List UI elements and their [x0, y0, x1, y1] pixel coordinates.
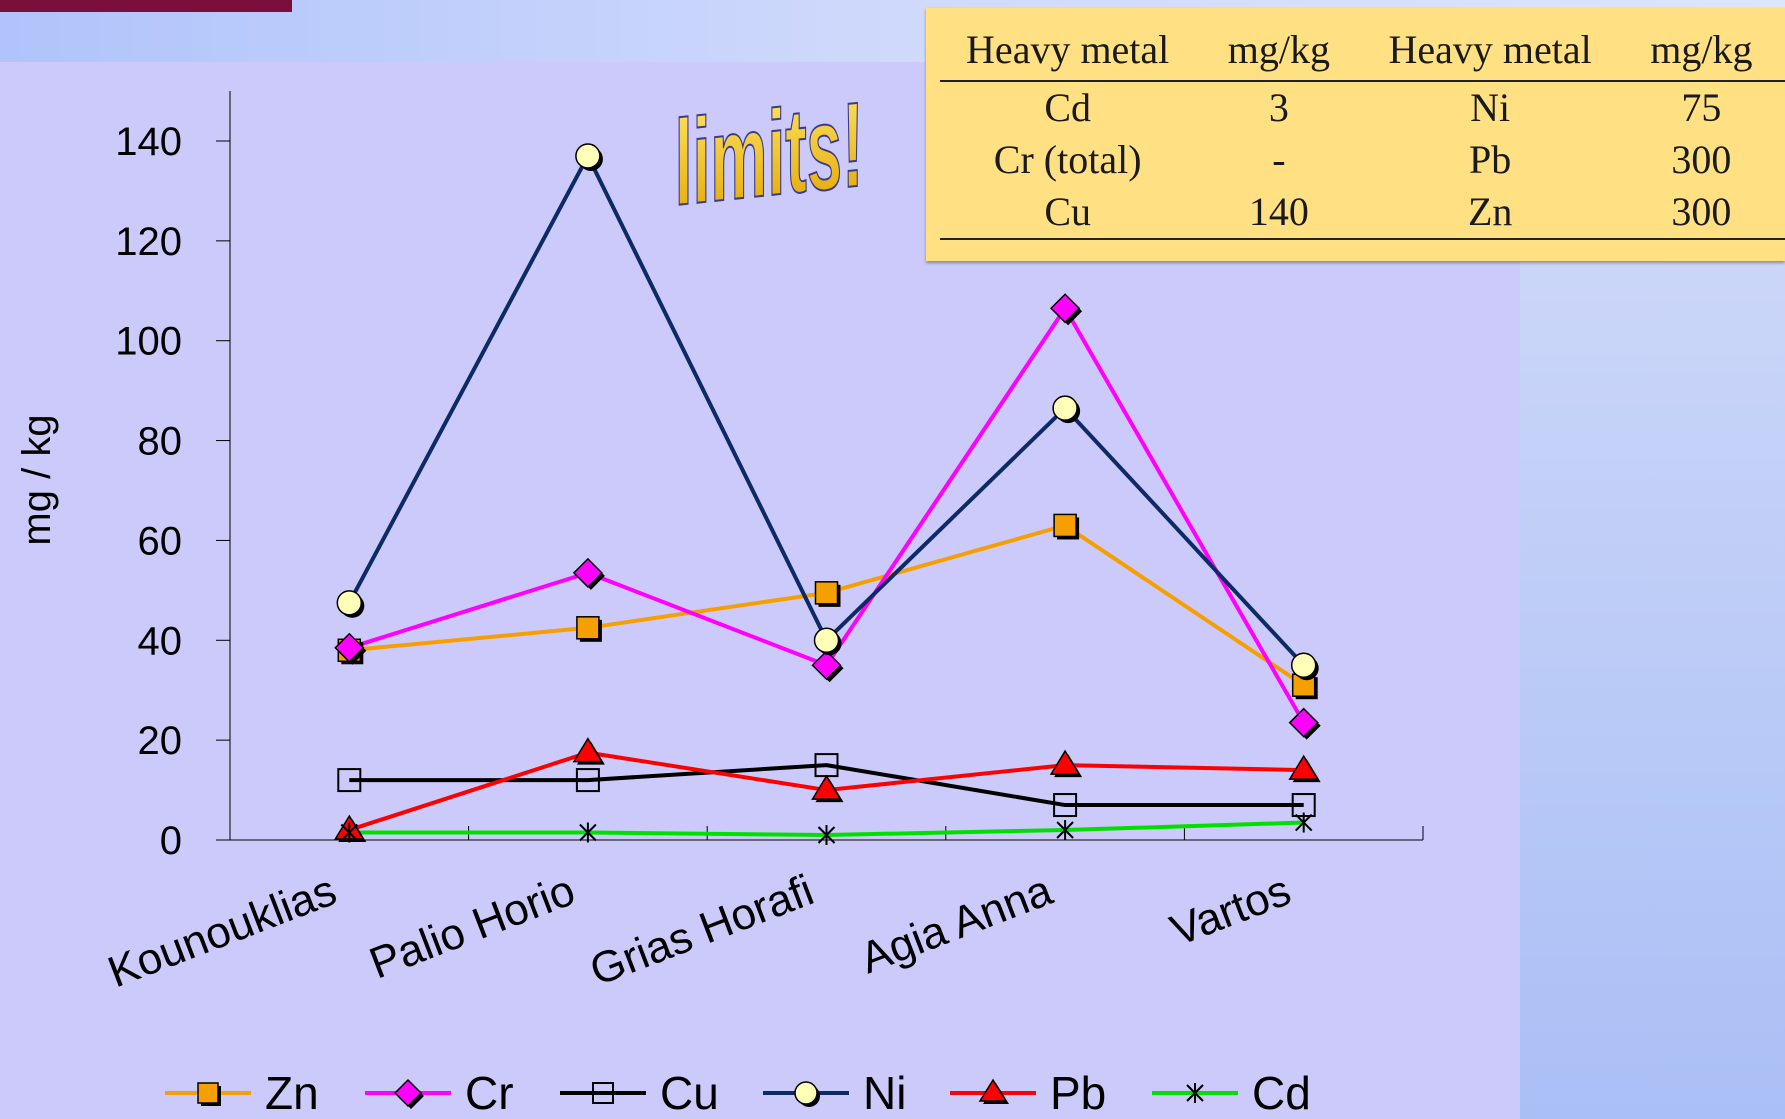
legend-label-zn: Zn [265, 1067, 319, 1119]
data-point-marker [337, 768, 362, 793]
x-category-label: Vartos [1164, 866, 1297, 956]
header-heavy-metal: Heavy metal [940, 26, 1196, 82]
data-point-marker [1288, 707, 1319, 738]
data-point-marker [393, 1078, 423, 1108]
legend-label-cd: Cd [1252, 1067, 1311, 1119]
table-cell: 140 [1195, 186, 1363, 240]
data-point-marker [336, 590, 363, 616]
data-point-marker [1288, 754, 1320, 780]
y-tick-label: 0 [160, 819, 182, 863]
x-category-label: Kounouklias [102, 866, 343, 998]
limits-wordart-text: limits! [667, 78, 870, 231]
data-point-marker [978, 1078, 1008, 1102]
data-point-marker [814, 581, 839, 605]
data-point-marker [1053, 793, 1078, 818]
data-point-marker [813, 627, 840, 654]
header-heavy-metal: Heavy metal [1362, 26, 1618, 82]
header-mg-kg: mg/kg [1617, 26, 1785, 82]
table-cell: 75 [1681, 85, 1722, 130]
y-tick-label: 80 [138, 420, 183, 464]
table-cell: Pb [1469, 137, 1512, 182]
limits-table: Heavy metal mg/kg Heavy metal mg/kg Cd 3… [926, 8, 1785, 261]
table-header-row: Heavy metal mg/kg Heavy metal mg/kg [940, 26, 1785, 82]
table-row: Cu 140 Zn 300 [940, 186, 1785, 240]
table-row: Cd 3 Ni 75 [940, 81, 1785, 134]
data-point-marker [197, 1082, 219, 1104]
table-cell: 300 [1617, 186, 1785, 240]
right-gradient-panel [1520, 260, 1785, 1119]
series-markers [333, 143, 1321, 846]
table-cell: Cr (total) [993, 137, 1142, 182]
y-tick-labels: 0 20 40 60 80 100 120 140 [115, 120, 182, 863]
data-point-marker [1049, 749, 1081, 775]
data-point-marker [572, 557, 603, 588]
title-accent-bar [0, 0, 292, 12]
table-row: Cr (total) - Pb 300 [940, 134, 1785, 186]
table-cell: Cd [1044, 85, 1092, 130]
y-tick-label: 60 [138, 519, 183, 563]
legend-label-pb: Pb [1050, 1067, 1106, 1119]
y-tick-label: 100 [115, 320, 182, 364]
data-point-marker [794, 1081, 818, 1105]
table-cell: 3 [1268, 85, 1289, 130]
data-point-marker [1050, 293, 1081, 324]
table-cell: Cu [940, 186, 1196, 240]
y-axis-label: mg / kg [15, 414, 59, 545]
legend-label-cu: Cu [660, 1067, 719, 1119]
data-point-marker [1052, 395, 1078, 421]
x-category-label: Grias Horafi [583, 866, 820, 996]
data-point-marker [1053, 513, 1077, 538]
data-point-marker [576, 616, 600, 640]
header-mg-kg: mg/kg [1195, 26, 1363, 82]
data-point-marker [575, 143, 601, 169]
table-cell: 300 [1671, 137, 1732, 182]
legend-label-cr: Cr [465, 1067, 514, 1119]
data-point-marker [572, 737, 604, 763]
table-cell: - [1272, 137, 1286, 182]
x-category-label: Palio Horio [363, 866, 581, 989]
legend-label-ni: Ni [863, 1067, 906, 1119]
y-tick-label: 140 [115, 120, 182, 164]
legend: Zn Cr Cu Ni Pb Cd [165, 1067, 1311, 1119]
data-point-marker [811, 650, 842, 681]
x-category-label: Agia Anna [854, 865, 1059, 983]
y-tick-label: 20 [138, 719, 183, 763]
data-point-marker [592, 1082, 614, 1104]
table-cell: Zn [1362, 186, 1618, 240]
y-tick-label: 40 [138, 619, 183, 663]
data-point-marker [1290, 652, 1317, 678]
x-category-labels: Kounouklias Palio Horio Grias Horafi Agia A… [102, 865, 1298, 997]
data-point-marker [334, 632, 365, 663]
data-point-marker [575, 768, 600, 793]
data-point-marker [811, 774, 842, 800]
table-cell: Ni [1470, 85, 1511, 130]
y-tick-label: 120 [115, 220, 182, 264]
limits-wordart: limits! [666, 77, 871, 232]
